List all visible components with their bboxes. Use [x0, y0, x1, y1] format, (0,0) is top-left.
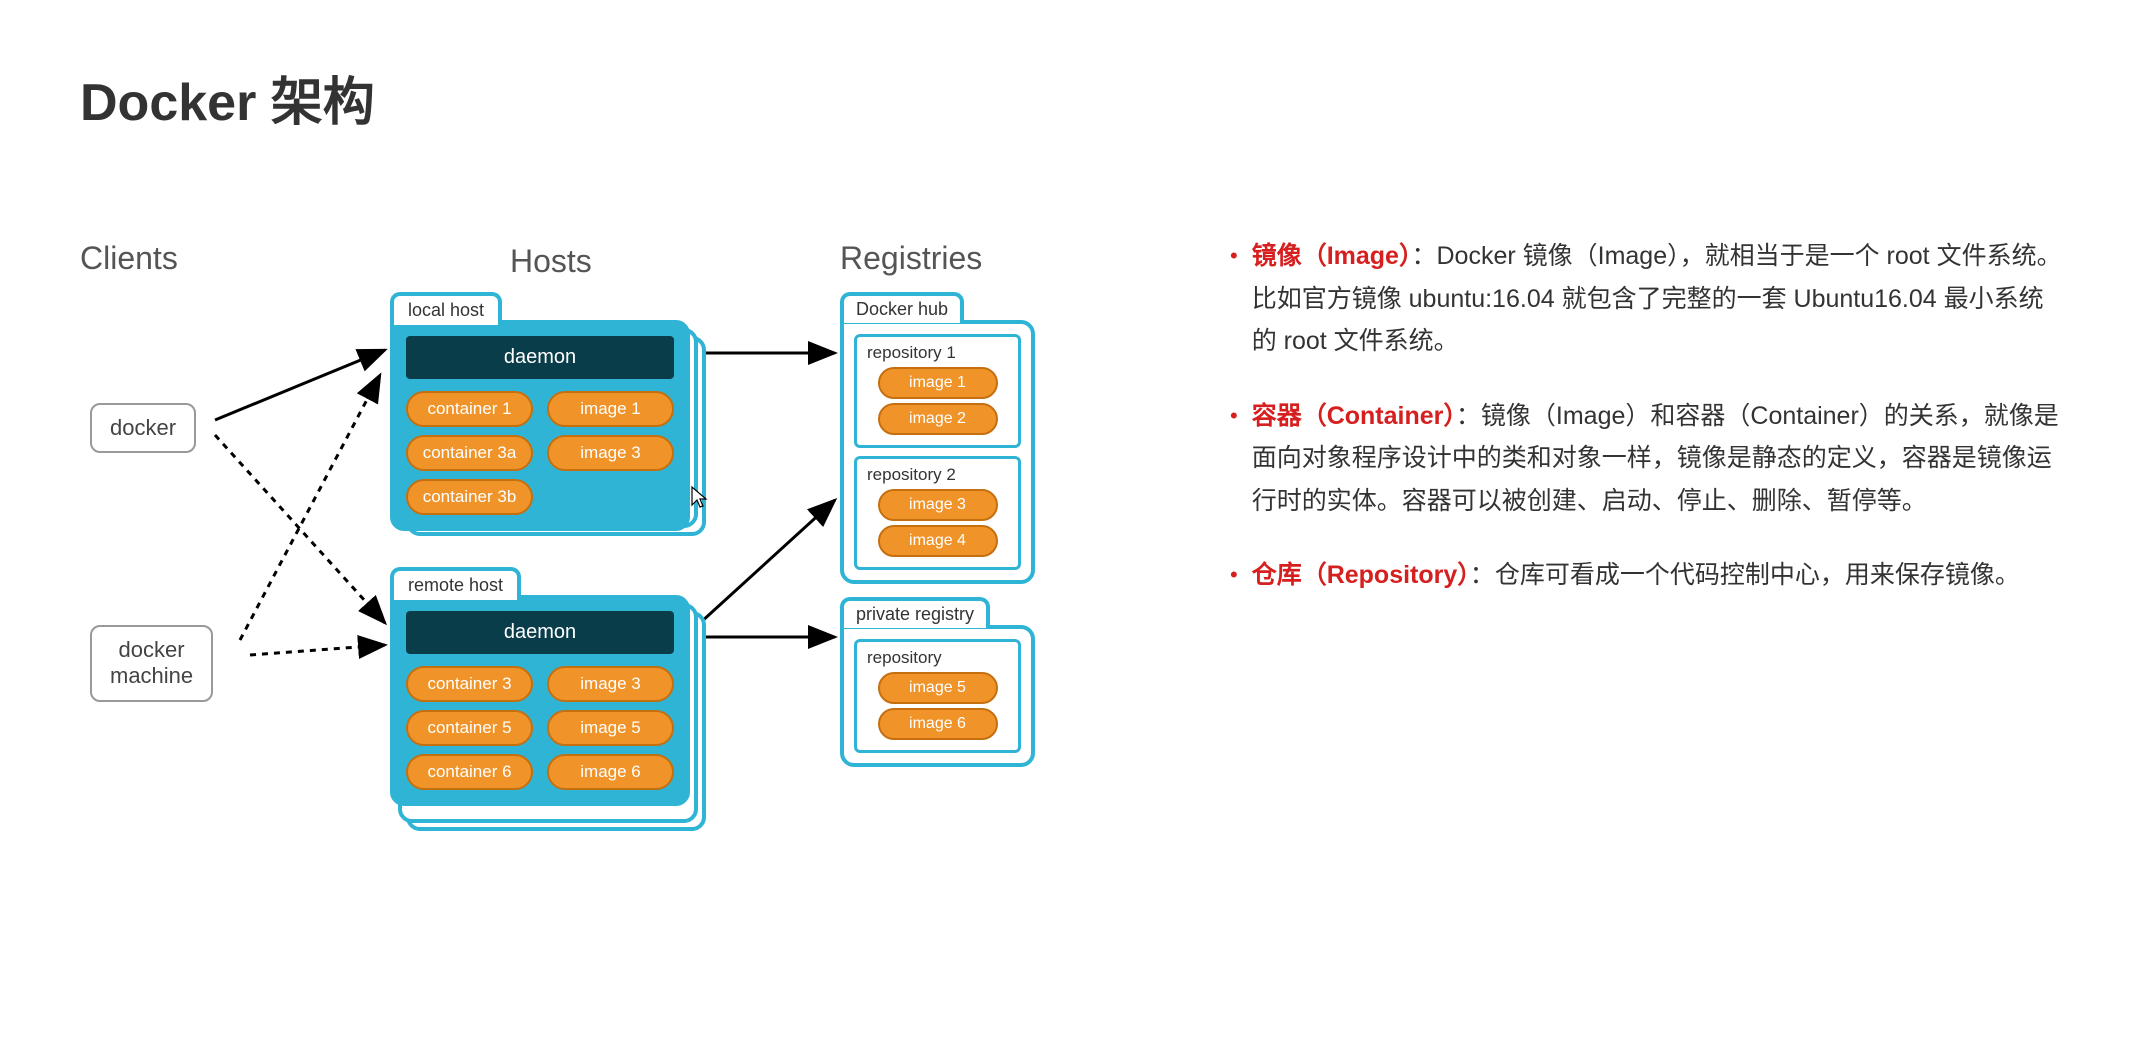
local-host-tab: local host	[390, 292, 502, 325]
docker-hub: Docker hub repository 1 image 1 image 2 …	[840, 320, 1035, 584]
pill: container 1	[406, 391, 533, 427]
pill: image 2	[878, 403, 998, 435]
private-tab: private registry	[840, 597, 990, 628]
remote-host-tab: remote host	[390, 567, 521, 600]
body: 仓库可看成一个代码控制中心，用来保存镜像。	[1495, 561, 2020, 589]
pill: container 6	[406, 754, 533, 790]
pill: image 3	[547, 435, 674, 471]
pill: image 6	[878, 708, 998, 740]
repo-box: repository 1 image 1 image 2	[854, 334, 1021, 448]
repo-box: repository image 5 image 6	[854, 639, 1021, 753]
term: 镜像（Image）	[1252, 242, 1412, 270]
desc-repository: • 仓库（Repository）：仓库可看成一个代码控制中心，用来保存镜像。	[1230, 554, 2062, 597]
pill: container 5	[406, 710, 533, 746]
descriptions: • 镜像（Image）：Docker 镜像（Image），就相当于是一个 roo…	[1230, 205, 2062, 955]
repo-label: repository 1	[863, 343, 1012, 363]
pill: image 4	[878, 525, 998, 557]
pill: container 3	[406, 666, 533, 702]
bullet-icon: •	[1230, 395, 1238, 523]
pill: image 6	[547, 754, 674, 790]
remote-host: remote host daemon container 3 image 3 c…	[390, 595, 690, 806]
private-registry: private registry repository image 5 imag…	[840, 625, 1035, 767]
sep: ：	[1470, 561, 1495, 589]
desc-image: • 镜像（Image）：Docker 镜像（Image），就相当于是一个 roo…	[1230, 235, 2062, 363]
architecture-diagram: Clients Hosts Registries docker docker m…	[80, 205, 1130, 955]
sep: ：	[1456, 402, 1481, 430]
pill: container 3b	[406, 479, 533, 515]
repo-label: repository 2	[863, 465, 1012, 485]
client-docker: docker	[90, 403, 196, 453]
hub-tab: Docker hub	[840, 292, 964, 323]
desc-container: • 容器（Container）：镜像（Image）和容器（Container）的…	[1230, 395, 2062, 523]
sep: ：	[1411, 242, 1436, 270]
client-docker-machine: docker machine	[90, 625, 213, 702]
pill: image 3	[878, 489, 998, 521]
col-hosts: Hosts	[510, 243, 592, 280]
remote-daemon: daemon	[406, 611, 674, 654]
repo-box: repository 2 image 3 image 4	[854, 456, 1021, 570]
col-registries: Registries	[840, 240, 982, 277]
pill: image 5	[878, 672, 998, 704]
local-daemon: daemon	[406, 336, 674, 379]
pill: image 1	[878, 367, 998, 399]
repo-label: repository	[863, 648, 1012, 668]
col-clients: Clients	[80, 240, 178, 277]
local-host: local host daemon container 1 image 1 co…	[390, 320, 690, 531]
term: 容器（Container）	[1252, 402, 1456, 430]
page-title: Docker 架构	[80, 60, 2062, 135]
bullet-icon: •	[1230, 235, 1238, 363]
pill: image 1	[547, 391, 674, 427]
pill: image 5	[547, 710, 674, 746]
term: 仓库（Repository）	[1252, 561, 1470, 589]
pill: container 3a	[406, 435, 533, 471]
bullet-icon: •	[1230, 554, 1238, 597]
pill: image 3	[547, 666, 674, 702]
